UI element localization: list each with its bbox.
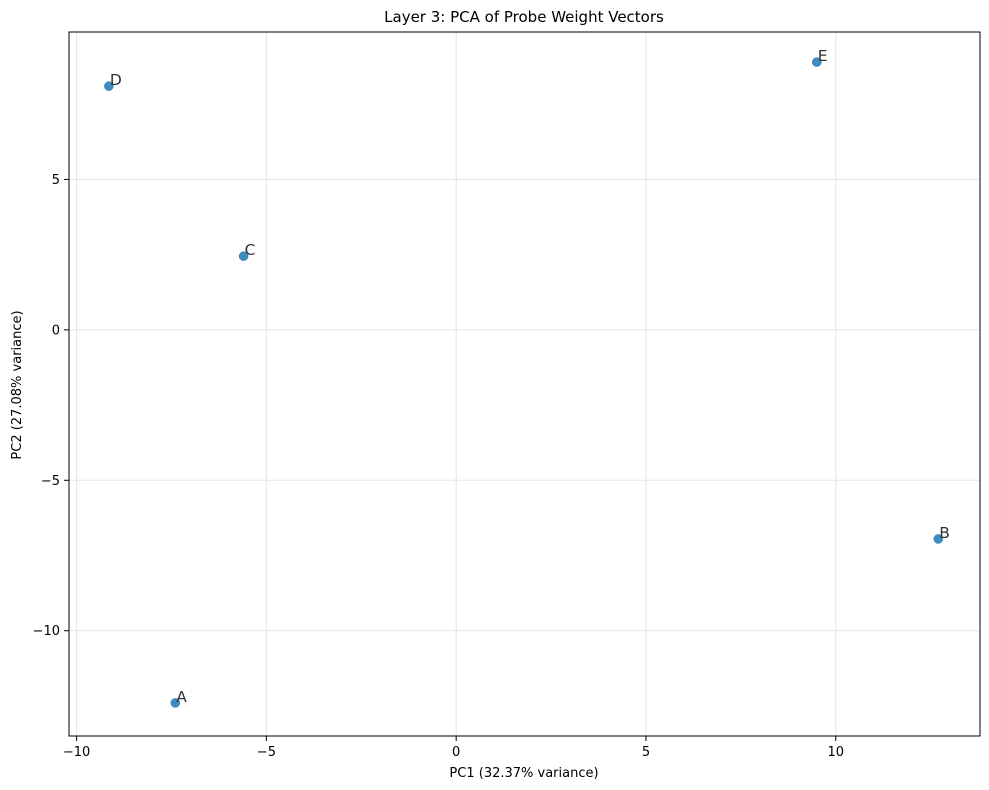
plot-frame — [68, 31, 981, 737]
y-tick-label: 0 — [52, 323, 60, 338]
data-point-d — [104, 81, 114, 91]
data-point-a — [170, 698, 181, 708]
data-point-b — [933, 534, 943, 544]
point-labels: A B C D E — [110, 47, 950, 706]
axis-ticks: −10 −5 0 5 10 −10 −5 0 5 — [33, 173, 844, 760]
data-points — [104, 57, 943, 708]
y-tick-label: −5 — [41, 474, 60, 489]
x-tick-label: 5 — [642, 745, 650, 760]
chart-title: Layer 3: PCA of Probe Weight Vectors — [384, 8, 664, 26]
data-point-c — [238, 251, 249, 261]
point-label-a: A — [176, 688, 187, 706]
x-axis-label: PC1 (32.37% variance) — [449, 766, 598, 781]
point-label-b: B — [939, 524, 950, 542]
y-axis-label: PC2 (27.08% variance) — [10, 310, 25, 459]
grid-lines — [69, 32, 980, 736]
y-tick-label: −10 — [33, 624, 60, 639]
point-label-d: D — [110, 71, 122, 89]
y-tick-label: 5 — [52, 173, 60, 188]
point-label-e: E — [818, 47, 828, 65]
x-tick-label: 10 — [827, 745, 844, 760]
point-label-c: C — [245, 241, 256, 259]
x-tick-label: 0 — [452, 745, 460, 760]
x-tick-label: −10 — [63, 745, 90, 760]
x-tick-label: −5 — [257, 745, 276, 760]
data-point-e — [812, 57, 822, 67]
